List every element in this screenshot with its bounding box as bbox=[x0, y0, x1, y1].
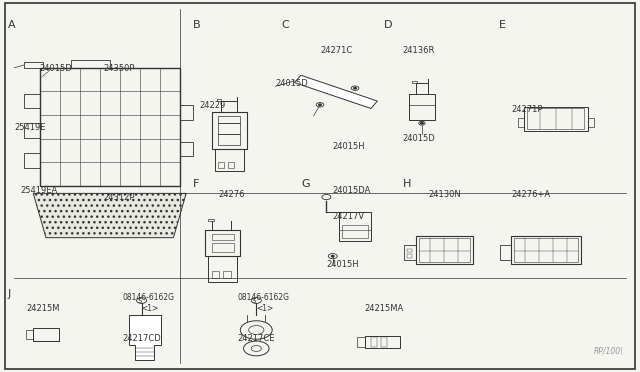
Bar bbox=[40, 68, 180, 186]
Bar bbox=[209, 219, 214, 221]
Text: 24217V: 24217V bbox=[333, 212, 365, 221]
Text: 25419E: 25419E bbox=[14, 123, 45, 132]
Bar bbox=[180, 105, 193, 119]
Bar bbox=[339, 212, 371, 241]
Bar bbox=[406, 254, 412, 258]
Bar bbox=[409, 94, 435, 119]
Bar bbox=[412, 81, 417, 83]
Bar bbox=[218, 162, 225, 167]
Bar bbox=[24, 123, 40, 138]
Bar bbox=[218, 116, 241, 123]
Text: <1>: <1> bbox=[141, 304, 159, 313]
Circle shape bbox=[420, 122, 423, 124]
Text: 08146-6162G: 08146-6162G bbox=[237, 293, 289, 302]
Text: RP/100\: RP/100\ bbox=[594, 347, 624, 356]
Bar bbox=[24, 62, 43, 68]
Text: 08146-6162G: 08146-6162G bbox=[122, 293, 175, 302]
Text: H: H bbox=[403, 179, 412, 189]
Text: A: A bbox=[8, 20, 15, 30]
Bar bbox=[212, 243, 234, 253]
Text: 24312P: 24312P bbox=[103, 193, 135, 202]
Bar bbox=[215, 149, 244, 171]
Bar bbox=[500, 245, 511, 260]
Text: 24271P: 24271P bbox=[511, 105, 543, 114]
Text: D: D bbox=[384, 20, 392, 30]
Text: 24136R: 24136R bbox=[403, 46, 435, 55]
Text: 24271C: 24271C bbox=[320, 46, 352, 55]
Bar bbox=[415, 236, 473, 263]
Text: 24276: 24276 bbox=[218, 190, 244, 199]
Text: 24215M: 24215M bbox=[27, 304, 60, 313]
Bar bbox=[518, 118, 524, 127]
Bar bbox=[588, 118, 594, 127]
Text: 24229: 24229 bbox=[199, 101, 225, 110]
Text: 24130N: 24130N bbox=[428, 190, 461, 199]
Bar bbox=[218, 134, 241, 145]
Text: B: B bbox=[193, 20, 200, 30]
Bar bbox=[24, 94, 40, 109]
Bar bbox=[180, 142, 193, 157]
Bar bbox=[209, 256, 237, 282]
Text: C: C bbox=[282, 20, 289, 30]
Circle shape bbox=[332, 256, 334, 257]
Bar bbox=[365, 336, 399, 349]
Bar bbox=[212, 271, 220, 278]
Bar bbox=[381, 337, 387, 347]
Bar bbox=[205, 230, 241, 256]
Text: G: G bbox=[301, 179, 310, 189]
Circle shape bbox=[354, 87, 356, 89]
Bar bbox=[212, 112, 246, 149]
Text: E: E bbox=[499, 20, 506, 30]
Text: 24015DA: 24015DA bbox=[333, 186, 371, 195]
Bar bbox=[217, 99, 221, 101]
Text: J: J bbox=[8, 289, 11, 299]
Text: <1>: <1> bbox=[256, 304, 273, 313]
Text: S: S bbox=[252, 298, 256, 304]
Text: F: F bbox=[193, 179, 199, 189]
Text: 24015D: 24015D bbox=[403, 134, 436, 143]
Bar bbox=[218, 123, 241, 134]
Bar bbox=[228, 162, 234, 167]
Text: 24350P: 24350P bbox=[103, 64, 135, 73]
Bar bbox=[223, 271, 231, 278]
Bar bbox=[24, 153, 40, 167]
Polygon shape bbox=[33, 193, 186, 238]
Bar bbox=[357, 337, 365, 347]
Bar bbox=[511, 236, 581, 263]
Bar bbox=[406, 249, 412, 253]
Polygon shape bbox=[129, 315, 161, 359]
Text: 25419EA: 25419EA bbox=[20, 186, 58, 195]
Bar bbox=[72, 61, 109, 68]
Circle shape bbox=[319, 104, 321, 106]
Bar bbox=[33, 328, 59, 341]
Bar bbox=[419, 238, 470, 262]
Text: 24217CD: 24217CD bbox=[122, 334, 161, 343]
Bar bbox=[371, 337, 378, 347]
Bar bbox=[527, 109, 584, 129]
Text: 24015D: 24015D bbox=[40, 64, 72, 73]
Bar bbox=[342, 225, 368, 238]
Text: S: S bbox=[137, 298, 141, 304]
Text: 24015H: 24015H bbox=[326, 260, 359, 269]
Polygon shape bbox=[294, 75, 378, 109]
Text: 24215MA: 24215MA bbox=[365, 304, 404, 313]
Bar bbox=[26, 330, 33, 339]
Text: 24015D: 24015D bbox=[275, 79, 308, 88]
Text: 24217CE: 24217CE bbox=[237, 334, 275, 343]
Text: 24015H: 24015H bbox=[333, 142, 365, 151]
Text: 24276+A: 24276+A bbox=[511, 190, 550, 199]
Bar bbox=[404, 245, 415, 260]
Bar bbox=[212, 234, 234, 240]
Bar bbox=[524, 107, 588, 131]
Bar bbox=[515, 238, 578, 262]
